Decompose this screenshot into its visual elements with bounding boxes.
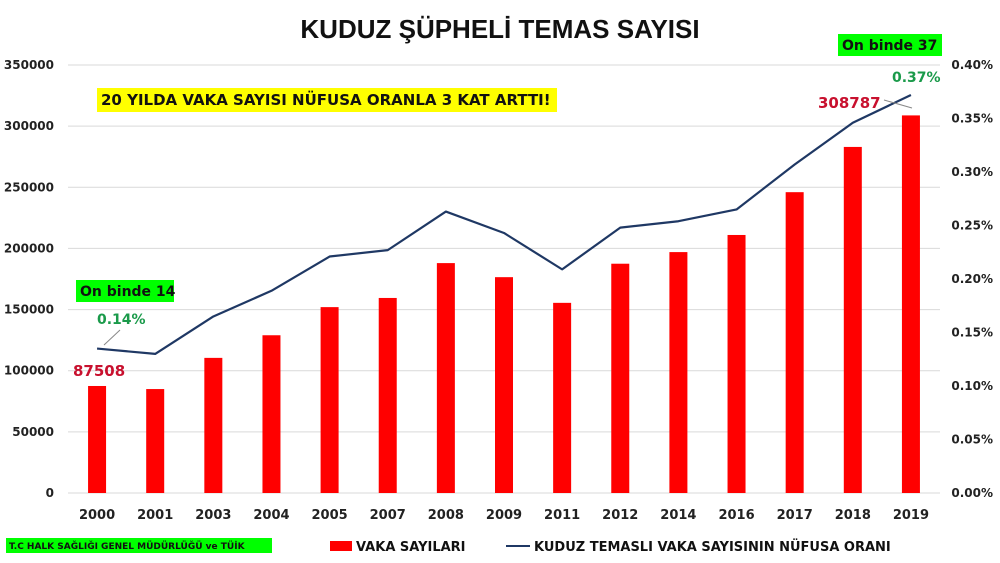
x-tick-label: 2003 [195, 508, 231, 523]
bar [843, 146, 862, 493]
start-box [76, 280, 174, 302]
end-pct-label: 0.37% [892, 70, 941, 86]
x-tick-label: 2007 [370, 508, 406, 523]
bar [611, 263, 630, 493]
line-series [96, 93, 912, 355]
source-text: T.C HALK SAĞLIĞI GENEL MÜDÜRLÜĞÜ ve TÜİK [9, 540, 246, 552]
bar [436, 263, 455, 493]
bar [88, 385, 107, 493]
bar [785, 192, 804, 494]
y-right-tick-label: 0.00% [951, 486, 993, 500]
x-tick-label: 2005 [312, 508, 348, 523]
legend-line-label: KUDUZ TEMASLI VAKA SAYISININ NÜFUSA ORAN… [534, 539, 891, 555]
x-tick-label: 2017 [777, 508, 813, 523]
legend: VAKA SAYILARI KUDUZ TEMASLI VAKA SAYISIN… [330, 539, 891, 555]
y-right-tick-label: 0.35% [951, 112, 993, 126]
y-axis-right: 0.00% 0.05% 0.10% 0.15% 0.20% 0.25% 0.30% 0.35%… [951, 58, 993, 500]
start-pct-label: 0.14% [97, 312, 146, 328]
y-right-tick-label: 0.10% [951, 379, 993, 393]
end-leader-line [883, 99, 913, 109]
y-right-tick-label: 0.20% [951, 272, 993, 286]
x-tick-label: 2009 [486, 508, 522, 523]
legend-bar-swatch [330, 541, 352, 551]
x-tick-label: 2011 [544, 508, 580, 523]
x-tick-label: 2016 [718, 508, 754, 523]
x-tick-label: 2000 [79, 508, 115, 523]
x-tick-label: 2004 [253, 508, 289, 523]
start-leader-line [103, 329, 121, 346]
x-tick-label: 2012 [602, 508, 638, 523]
headline-text: 20 YILDA VAKA SAYISI NÜFUSA ORANLA 3 KAT… [101, 90, 551, 109]
bar [320, 307, 339, 493]
headline-highlight [97, 88, 557, 112]
bar [378, 297, 397, 493]
x-tick-label: 2008 [428, 508, 464, 523]
bar [495, 277, 513, 493]
y-right-tick-label: 0.25% [951, 219, 993, 233]
y-left-tick-label: 200000 [4, 241, 54, 255]
bar [669, 252, 688, 493]
y-right-tick-label: 0.15% [951, 326, 993, 340]
y-right-tick-label: 0.30% [951, 165, 993, 179]
y-left-tick-label: 50000 [12, 425, 54, 439]
legend-bar-label: VAKA SAYILARI [356, 540, 466, 555]
x-tick-label: 2014 [660, 508, 696, 523]
end-box [838, 34, 942, 56]
y-left-tick-label: 250000 [4, 180, 54, 194]
start-box-text: On binde 14 [80, 284, 176, 300]
x-axis: 2000 2001 2003 2004 2005 2007 2008 2009 2011 2012… [79, 508, 929, 523]
bar [727, 234, 746, 493]
x-tick-label: 2001 [137, 508, 173, 523]
bar [146, 389, 165, 493]
bar-series [88, 115, 920, 494]
y-left-tick-label: 350000 [4, 58, 54, 72]
bar [553, 302, 572, 493]
y-right-tick-label: 0.05% [951, 433, 993, 447]
source-highlight [6, 538, 272, 553]
end-box-text: On binde 37 [842, 38, 937, 54]
x-tick-label: 2018 [835, 508, 871, 523]
y-left-tick-label: 0 [46, 486, 54, 500]
y-left-tick-label: 300000 [4, 119, 54, 133]
y-left-tick-label: 150000 [4, 303, 54, 317]
bar [262, 335, 281, 493]
y-axis-left: 0 50000 100000 150000 200000 250000 300000 3500… [4, 58, 54, 500]
x-tick-label: 2019 [893, 508, 929, 523]
bar [204, 357, 223, 493]
y-right-tick-label: 0.40% [951, 58, 993, 72]
start-value-label: 87508 [73, 362, 125, 380]
chart-title: KUDUZ ŞÜPHELİ TEMAS SAYISI [300, 14, 699, 44]
end-value-label: 308787 [818, 94, 881, 112]
y-left-tick-label: 100000 [4, 364, 54, 378]
bar [901, 115, 920, 493]
